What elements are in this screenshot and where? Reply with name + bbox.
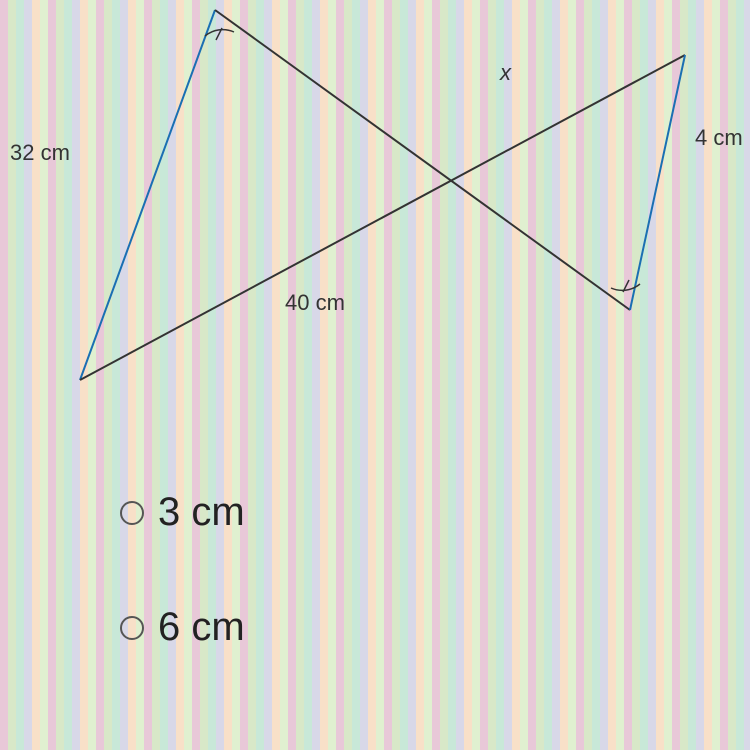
- label-x: x: [500, 60, 511, 86]
- label-4cm: 4 cm: [695, 125, 743, 151]
- diagram-svg: [0, 0, 750, 420]
- answer-choice-1[interactable]: 3 cm: [120, 490, 245, 535]
- choice-text-1: 3 cm: [158, 490, 245, 535]
- label-32cm: 32 cm: [10, 140, 70, 166]
- label-40cm: 40 cm: [285, 290, 345, 316]
- radio-icon: [120, 616, 144, 640]
- radio-icon: [120, 501, 144, 525]
- choice-text-2: 6 cm: [158, 605, 245, 650]
- triangle-diagram: 32 cm 40 cm 4 cm x: [0, 0, 750, 420]
- answer-choice-2[interactable]: 6 cm: [120, 605, 245, 650]
